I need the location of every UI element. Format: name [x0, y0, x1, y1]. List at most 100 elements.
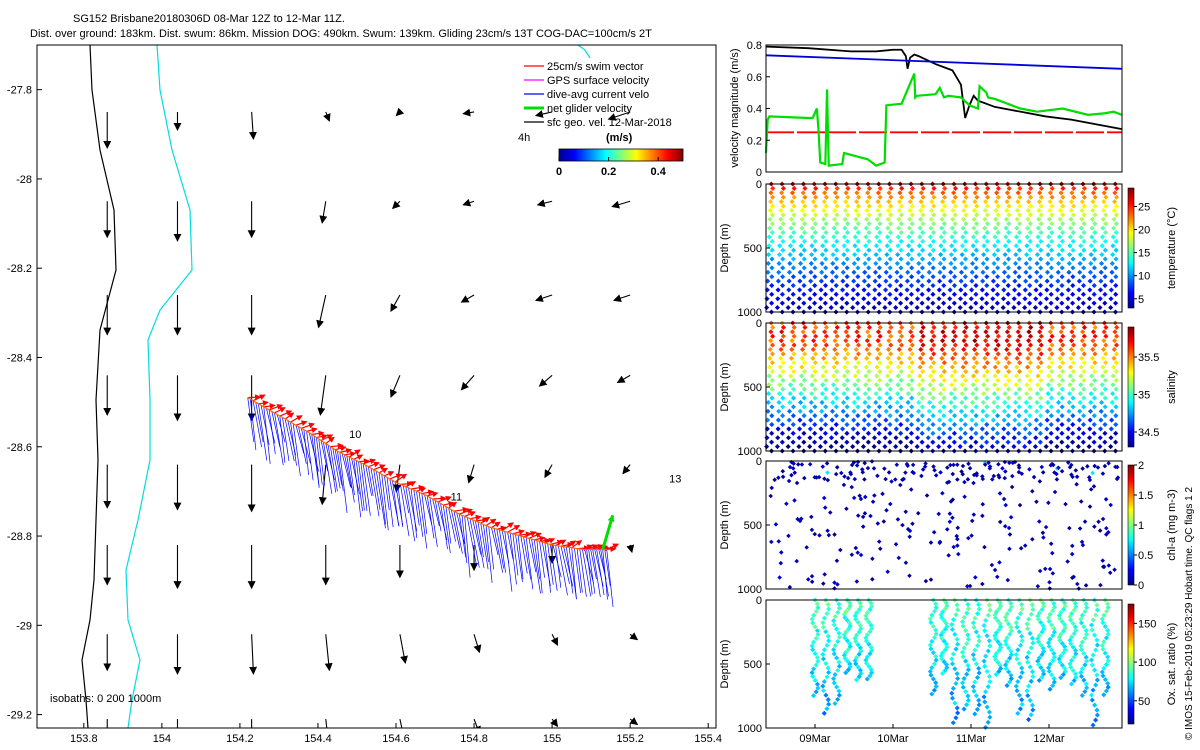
section-point: [834, 194, 840, 200]
section-point: [898, 421, 904, 428]
section-point: [844, 617, 850, 623]
section-point: [904, 287, 910, 293]
section-point: [788, 216, 794, 222]
section-point: [1028, 611, 1034, 617]
date-tick-label: 12Mar: [1033, 733, 1065, 745]
section-point: [769, 369, 775, 375]
section-point: [1067, 464, 1073, 470]
section-point: [1019, 701, 1025, 707]
section-point: [1082, 635, 1088, 641]
swim-vector: [459, 508, 473, 515]
section-point: [1100, 346, 1107, 353]
section-point: [877, 238, 883, 244]
section-point: [974, 185, 980, 191]
dac-vector: [410, 488, 418, 538]
section-point: [828, 435, 835, 441]
section-point: [1081, 360, 1087, 366]
dac-vector: [596, 549, 605, 596]
section-point: [1017, 212, 1023, 218]
section-point: [802, 342, 808, 348]
section-point: [866, 265, 872, 271]
section-point: [941, 342, 948, 348]
section-point: [832, 190, 838, 196]
section-point: [1089, 225, 1095, 231]
section-point: [1038, 642, 1044, 648]
section-point: [812, 230, 818, 236]
section-point: [920, 238, 926, 244]
section-point: [825, 470, 830, 475]
section-point: [835, 696, 841, 702]
section-point: [862, 408, 868, 414]
dac-vector: [453, 511, 463, 554]
section-point: [812, 265, 818, 271]
section-point: [856, 185, 862, 191]
section-point: [855, 203, 862, 209]
section-point: [914, 435, 921, 441]
section-point: [928, 577, 934, 582]
section-point: [1059, 421, 1065, 428]
section-point: [1103, 688, 1109, 694]
section-point: [802, 351, 808, 357]
section-point: [802, 194, 808, 200]
section-point: [947, 511, 953, 516]
section-point: [893, 296, 899, 302]
section-point: [833, 300, 839, 306]
dac-vector: [370, 468, 380, 517]
section-point: [769, 342, 776, 348]
section-point: [989, 444, 995, 450]
section-point: [931, 342, 937, 348]
section-point: [965, 667, 971, 673]
section-point: [824, 642, 830, 648]
section-point: [849, 552, 855, 557]
section-point: [786, 426, 792, 432]
section-point: [909, 194, 915, 200]
section-point: [1100, 646, 1106, 652]
section-point: [833, 291, 839, 297]
section-point: [1049, 360, 1055, 366]
section-point: [980, 417, 986, 423]
section-point: [791, 203, 797, 209]
section-point: [898, 369, 904, 375]
section-point: [961, 338, 967, 344]
section-point: [887, 369, 894, 375]
section-point: [1035, 613, 1041, 619]
section-point: [841, 391, 847, 397]
dac-vector: [346, 455, 355, 503]
section-point: [1038, 221, 1044, 227]
section-point: [996, 668, 1002, 674]
section-point: [915, 278, 921, 284]
section-point: [1005, 265, 1011, 271]
section-point: [844, 238, 850, 244]
isobath-0m: [81, 45, 117, 728]
section-point: [874, 373, 880, 379]
section-point: [777, 225, 783, 231]
section-point: [1003, 502, 1008, 508]
section-point: [780, 194, 786, 200]
section-point: [1028, 333, 1034, 339]
section-point: [969, 278, 975, 284]
section-point: [1103, 221, 1109, 227]
section-point: [1038, 256, 1044, 262]
section-point: [1047, 566, 1053, 572]
section-point: [933, 657, 939, 663]
section-point: [971, 624, 977, 630]
section-point: [875, 190, 881, 196]
section-point: [1092, 333, 1098, 339]
imos-watermark: © IMOS 15-Feb-2019 05:23:29 Hobart time.…: [1184, 487, 1195, 740]
temperature-section-colorbar: [1127, 187, 1135, 309]
section-point: [1058, 338, 1064, 344]
section-point: [963, 342, 969, 348]
section-point: [780, 342, 786, 348]
section-point: [853, 225, 859, 231]
section-point: [812, 395, 818, 401]
swim-vector: [432, 495, 447, 502]
section-point: [1060, 360, 1066, 366]
section-point: [894, 462, 900, 467]
section-point: [794, 480, 800, 486]
colorbar-tick-label: 10: [1138, 271, 1150, 283]
section-point: [841, 243, 847, 249]
section-point: [776, 252, 782, 258]
section-point: [832, 329, 838, 335]
section-point: [1089, 216, 1095, 222]
